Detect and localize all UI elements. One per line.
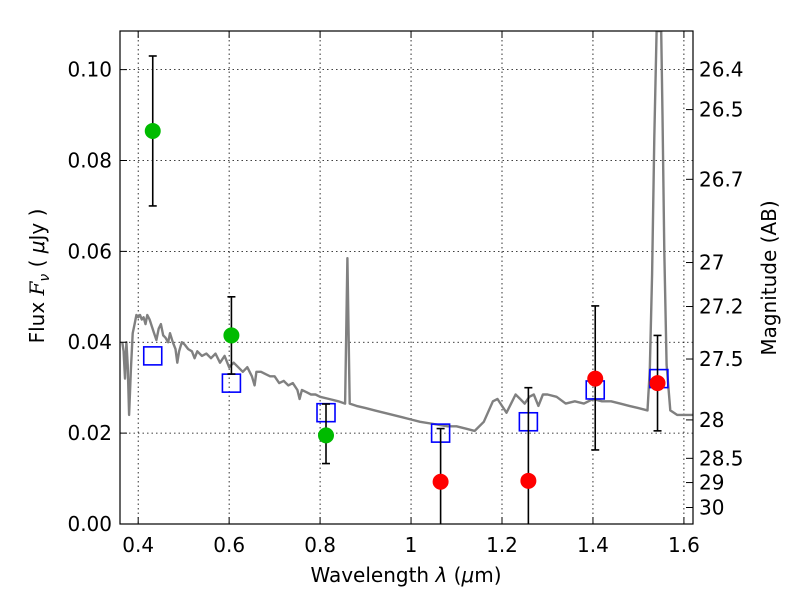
- observed-flux-point: [318, 427, 335, 444]
- observed-flux-point: [223, 327, 240, 344]
- y-tick-label: 0.02: [67, 421, 112, 445]
- y-tick-label: 0.10: [67, 58, 112, 82]
- magnitude-tick-label: 29: [699, 471, 724, 495]
- x-tick-label: 0.6: [213, 533, 245, 557]
- magnitude-tick-label: 27: [699, 251, 724, 275]
- magnitude-axis-label: Magnitude (AB): [757, 200, 781, 355]
- y-tick-label: 0.06: [67, 239, 112, 263]
- y-tick-label: 0.08: [67, 148, 112, 172]
- model-flux-square: [221, 373, 242, 393]
- x-axis-label: Wavelength λ (μm): [310, 563, 501, 587]
- magnitude-tick-label: 26.5: [699, 98, 744, 122]
- x-tick-label: 1: [405, 533, 418, 557]
- magnitude-tick-label: 26.4: [699, 58, 744, 82]
- grid-lines: [120, 31, 693, 525]
- observed-flux-point: [649, 375, 666, 392]
- observed-flux-point: [587, 370, 604, 387]
- y-axis-label: Flux Fν ( μJy ): [25, 209, 53, 344]
- magnitude-tick-label: 28: [699, 408, 724, 432]
- x-tick-label: 1.4: [577, 533, 609, 557]
- x-tick-label: 0.8: [304, 533, 336, 557]
- x-tick-label: 0.4: [122, 533, 154, 557]
- x-tick-label: 1.2: [486, 533, 518, 557]
- photometry-layer: [142, 55, 669, 524]
- magnitude-tick-label: 28.5: [699, 446, 744, 470]
- plot-frame: [119, 30, 694, 525]
- magnitude-tick-label: 30: [699, 496, 724, 520]
- axis-ticks: 0.4 0.6 0.8 1 1.2 1.4 1.6 0.00 0.02 0.04 0.06 0.08 0…: [67, 31, 744, 557]
- observed-flux-point: [520, 472, 537, 489]
- y-tick-label: 0.00: [67, 512, 112, 536]
- spectrum-layer: [121, 31, 693, 433]
- observed-flux-point: [144, 122, 161, 139]
- galaxy-spectrum-line: [121, 31, 693, 433]
- magnitude-tick-label: 26.7: [699, 167, 744, 191]
- observed-flux-point: [432, 473, 449, 490]
- x-tick-label: 1.6: [668, 533, 700, 557]
- magnitude-tick-label: 27.2: [699, 295, 744, 319]
- y-tick-label: 0.04: [67, 330, 112, 354]
- model-flux-square: [142, 346, 163, 366]
- magnitude-tick-label: 27.5: [699, 347, 744, 371]
